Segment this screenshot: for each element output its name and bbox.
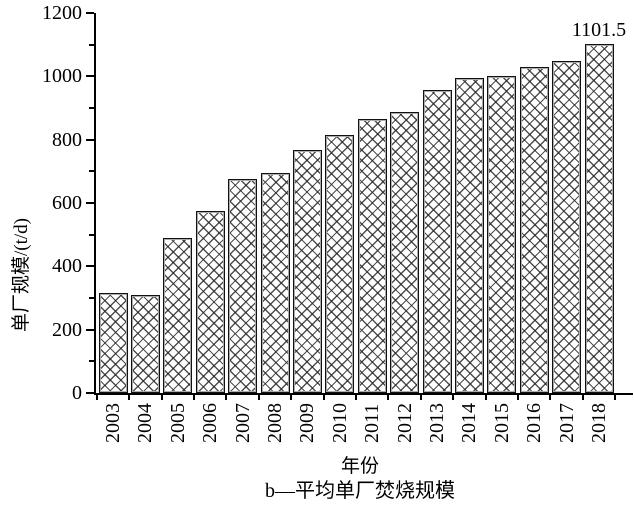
x-axis-tick [581,395,584,400]
y-axis-tick-label: 600 [52,192,82,214]
x-axis-tick-label-text: 2017 [555,403,578,443]
x-axis-tick [484,395,487,400]
bar-2005 [163,238,193,393]
x-axis-tick [387,395,390,400]
x-axis-tick [452,395,455,400]
bar-2016 [519,67,549,393]
x-axis-tick-label-text: 2010 [328,403,351,443]
bar-2009 [292,150,322,393]
y-axis-major-tick [86,328,94,331]
x-axis-tick [257,395,260,400]
bar-2011 [357,119,387,393]
bar-2014 [454,78,484,393]
x-axis-tick-label-text: 2011 [361,403,384,443]
bar-value-annotation: 1101.5 [571,19,627,41]
bar-2015 [487,75,517,393]
y-axis-major-tick [86,392,94,394]
y-axis-line [94,13,96,395]
x-axis-tick-label-text: 2013 [426,403,448,443]
bar-2013 [422,89,452,393]
x-axis-tick [355,395,357,400]
x-axis-tick [160,395,163,400]
y-axis-tick-label: 400 [52,255,82,278]
x-axis-tick-label-text: 2018 [588,403,610,443]
bar-2010 [325,135,355,393]
y-axis-minor-tick [89,233,94,236]
x-axis-tick [517,395,519,400]
y-axis-minor-tick [89,43,94,46]
x-axis-tick [614,395,617,400]
x-axis-tick-label-text: 2006 [199,403,222,443]
bar-2012 [390,111,420,393]
x-axis-tick-label-text: 2012 [393,403,416,443]
y-axis-tick-label: 0 [72,382,82,404]
y-axis-minor-tick [89,170,94,173]
x-axis-tick-label-text: 2016 [523,403,546,443]
y-axis-tick-label: 1000 [42,65,82,88]
x-axis-tick [193,395,195,400]
x-axis-tick [95,395,98,400]
y-axis-tick-label: 1200 [42,2,82,24]
y-axis-tick-label: 200 [52,318,82,341]
bar-2017 [552,61,582,393]
x-axis-tick [322,395,325,400]
x-axis-tick-label-text: 2009 [296,403,319,443]
x-axis-tick-label-text: 2005 [166,403,189,443]
x-axis-tick [225,395,228,400]
x-axis-tick-label-text: 2007 [231,403,254,443]
figure-caption: b—平均单厂焚烧规模 [265,480,455,502]
y-axis-major-tick [86,12,94,14]
x-axis-tick-label-text: 2014 [458,403,481,443]
y-axis-major-tick [86,75,94,78]
bar-2018 [584,44,614,393]
x-axis-tick-label-text: 2015 [490,403,513,443]
x-axis-tick [128,395,131,400]
x-axis-title: 年份 [340,456,379,477]
y-axis-minor-tick [89,360,94,363]
y-axis-tick-label: 800 [52,128,82,151]
x-axis-line [94,393,633,395]
x-axis-tick [290,395,293,400]
bar-2007 [228,178,258,393]
y-axis-minor-tick [89,107,94,109]
x-axis-tick [549,395,552,400]
bar-2008 [260,172,290,393]
y-axis-major-tick [86,265,94,268]
x-axis-tick-label-text: 2008 [264,403,286,443]
plot-area: 1101.5 0 200 400 600 800 1000 1200 2003 2004 2005… [42,2,633,443]
y-axis-minor-tick [89,297,94,299]
x-axis-tick [419,395,422,400]
bar-2004 [130,295,160,393]
y-axis-major-tick [86,202,94,204]
bar-2006 [195,210,225,393]
x-axis-tick-label-text: 2004 [134,403,157,443]
bar-2003 [98,293,128,393]
y-axis-major-tick [86,138,94,141]
x-axis-tick-label-text: 2003 [102,403,124,443]
